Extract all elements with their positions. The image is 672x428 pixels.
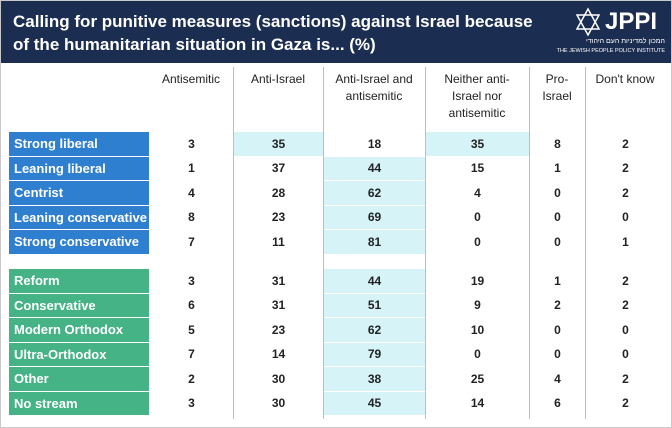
- cell: 0: [554, 185, 561, 200]
- cell: 7: [188, 234, 195, 249]
- row-label: Leaning liberal: [9, 156, 149, 180]
- column-divider: [233, 67, 234, 419]
- cell: 4: [554, 371, 561, 386]
- cell: 2: [622, 298, 629, 313]
- cell: 2: [554, 298, 561, 313]
- cell: 18: [367, 136, 382, 151]
- cell: 1: [554, 161, 561, 176]
- title: Calling for punitive measures (sanctions…: [13, 12, 533, 54]
- row-label: Strong conservative: [9, 230, 149, 254]
- cell: 1: [188, 161, 195, 176]
- cell: 3: [188, 396, 195, 411]
- cell: 37: [271, 161, 286, 176]
- cell: 30: [271, 396, 286, 411]
- cell: 44: [324, 269, 425, 293]
- column-header: Anti-Israel and antisemitic: [335, 72, 413, 103]
- cell: 19: [470, 273, 485, 288]
- row-label: Other: [9, 367, 149, 391]
- row-label: Reform: [9, 269, 149, 293]
- cell: 62: [324, 181, 425, 205]
- cell: 0: [622, 347, 629, 362]
- column-divider: [323, 67, 324, 419]
- cell: 51: [324, 293, 425, 317]
- cell: 4: [188, 185, 195, 200]
- cell: 11: [272, 234, 285, 249]
- cell: 79: [324, 342, 425, 366]
- column-header: Anti-Israel: [250, 72, 306, 86]
- cell: 81: [324, 230, 425, 254]
- cell: 0: [554, 234, 561, 249]
- cell: 2: [622, 185, 629, 200]
- logo-hebrew: המכון למדיניות העם היהודי: [586, 38, 665, 45]
- cell: 9: [474, 298, 481, 313]
- column-divider: [585, 67, 586, 419]
- row-label: No stream: [9, 391, 149, 415]
- cell: 31: [271, 273, 286, 288]
- cell: 30: [271, 371, 286, 386]
- cell: 1: [622, 234, 629, 249]
- column-divider: [425, 67, 426, 419]
- logo-name: JPPI: [605, 8, 658, 35]
- cell: 5: [188, 322, 195, 337]
- cell: 25: [470, 371, 485, 386]
- cell: 15: [470, 161, 485, 176]
- cell: 0: [554, 347, 561, 362]
- cell: 45: [324, 391, 425, 415]
- cell: 0: [554, 210, 561, 225]
- cell: 35: [426, 132, 529, 156]
- row-label: Centrist: [9, 181, 149, 205]
- cell: 2: [622, 161, 629, 176]
- cell: 14: [271, 347, 286, 362]
- cell: 2: [188, 371, 195, 386]
- cell: 0: [554, 322, 561, 337]
- cell: 14: [470, 396, 485, 411]
- cell: 31: [271, 298, 286, 313]
- cell: 7: [188, 347, 195, 362]
- row-label: Modern Orthodox: [9, 318, 149, 342]
- column-header: Antisemitic: [161, 72, 220, 86]
- cell: 23: [271, 322, 286, 337]
- cell: 2: [622, 136, 629, 151]
- logo-icon: [575, 7, 601, 37]
- row-label: Leaning conservative: [9, 205, 149, 229]
- cell: 3: [188, 273, 195, 288]
- cell: 2: [622, 396, 629, 411]
- cell: 23: [271, 210, 286, 225]
- cell: 4: [474, 185, 481, 200]
- cell: 2: [622, 273, 629, 288]
- cell: 0: [622, 322, 629, 337]
- cell: 44: [324, 156, 425, 180]
- cell: 0: [474, 210, 481, 225]
- cell: 8: [554, 136, 561, 151]
- cell: 28: [271, 185, 286, 200]
- cell: 38: [324, 367, 425, 391]
- cell: 0: [622, 210, 629, 225]
- logo-english: THE JEWISH PEOPLE POLICY INSTITUTE: [556, 48, 665, 54]
- cell: 6: [554, 396, 561, 411]
- cell: 2: [622, 371, 629, 386]
- cell: 62: [324, 318, 425, 342]
- row-label: Strong liberal: [9, 132, 149, 156]
- column-header: Pro-Israel: [542, 72, 572, 103]
- cell: 0: [474, 234, 481, 249]
- cell: 6: [188, 298, 195, 313]
- column-header: Neither anti-Israel nor antisemitic: [444, 72, 510, 120]
- title-bar: [1, 1, 671, 63]
- cell: 10: [470, 322, 485, 337]
- cell: 35: [234, 132, 323, 156]
- cell: 0: [474, 347, 481, 362]
- row-label: Conservative: [9, 293, 149, 317]
- column-header: Don't know: [595, 72, 655, 86]
- cell: 8: [188, 210, 195, 225]
- column-divider: [529, 67, 530, 419]
- cell: 1: [554, 273, 561, 288]
- row-label: Ultra-Orthodox: [9, 342, 149, 366]
- cell: 3: [188, 136, 195, 151]
- cell: 69: [324, 205, 425, 229]
